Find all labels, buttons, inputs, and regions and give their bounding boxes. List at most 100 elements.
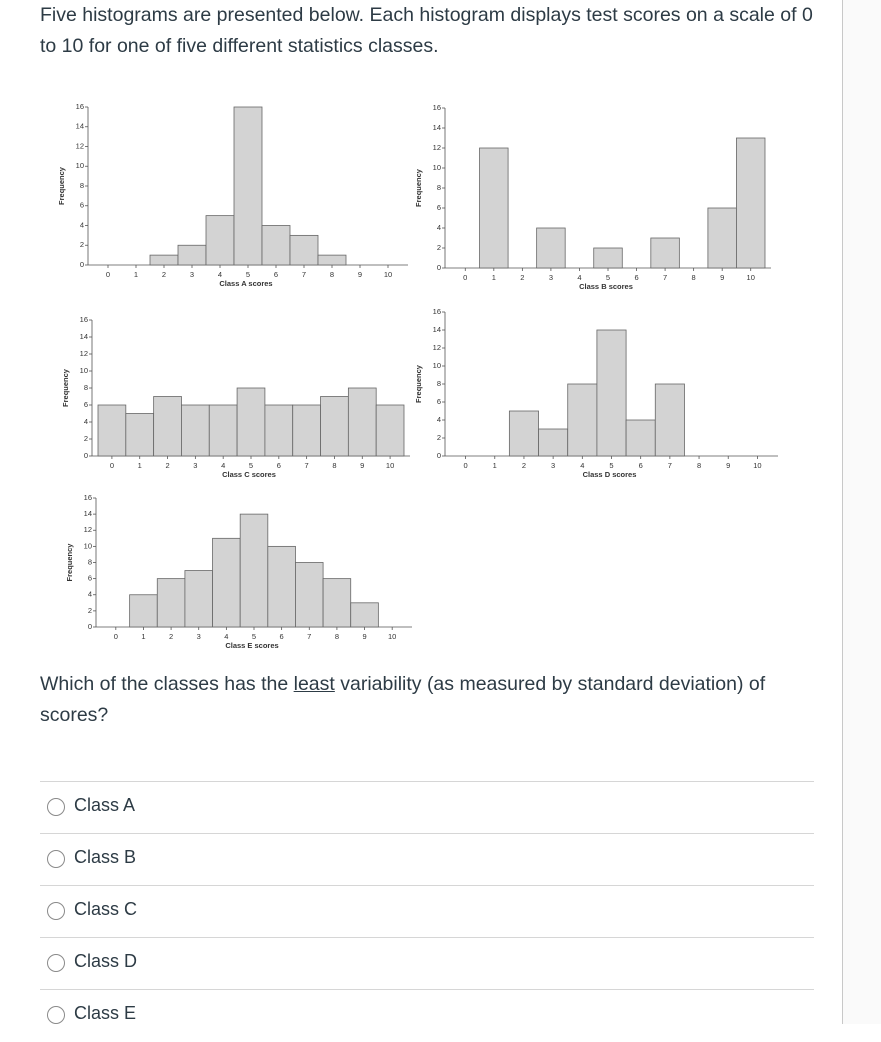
option-label[interactable]: Class E [74,1003,137,1023]
y-tick-label: 0 [437,451,441,460]
option-label[interactable]: Class A [74,795,136,815]
x-tick-label: 3 [549,273,553,282]
radio-button[interactable] [47,954,65,972]
histogram-bar [593,247,623,269]
x-tick-label: 7 [663,273,667,282]
x-tick-label: 7 [302,270,306,279]
radio-button[interactable] [47,902,65,920]
x-axis-label: Class C scores [222,470,276,479]
x-tick-label: 10 [386,461,394,470]
radio-button[interactable] [47,1006,65,1024]
answer-option[interactable]: Class D [40,937,814,990]
y-tick-label: 8 [80,181,84,190]
y-tick-label: 0 [88,622,92,631]
y-tick-label: 16 [80,315,88,324]
histogram-bar [97,404,127,457]
x-tick-label: 0 [106,270,110,279]
x-tick-label: 6 [634,273,638,282]
x-tick-label: 3 [190,270,194,279]
histogram-bar [149,254,179,266]
y-tick-label: 16 [433,103,441,112]
x-axis-label: Class A scores [219,279,272,288]
x-tick-label: 9 [358,270,362,279]
histogram-bar [736,137,766,269]
histogram-bar [261,225,291,266]
radio-button[interactable] [47,850,65,868]
radio-button[interactable] [47,798,65,816]
x-tick-label: 8 [697,461,701,470]
x-tick-label: 7 [307,632,311,641]
x-tick-label: 2 [169,632,173,641]
x-tick-label: 7 [305,461,309,470]
x-tick-label: 9 [360,461,364,470]
x-tick-label: 5 [252,632,256,641]
histogram-bar [322,578,352,628]
y-tick-label: 14 [80,332,88,341]
y-tick-label: 4 [437,223,441,232]
histogram-bar [508,410,539,457]
y-axis-label: Frequency [61,368,70,407]
x-tick-label: 3 [197,632,201,641]
y-tick-label: 8 [88,557,92,566]
y-axis-label: Frequency [65,543,74,582]
x-tick-label: 1 [138,461,142,470]
histogram-bar [567,383,598,457]
histogram-bar [236,387,266,457]
x-tick-label: 0 [114,632,118,641]
histogram-bar [375,404,405,457]
question-text: variability (as measured by standard dev… [40,673,766,726]
y-tick-label: 2 [437,243,441,252]
y-axis-label: Frequency [57,166,66,205]
option-label[interactable]: Class B [74,847,137,867]
answer-option[interactable]: Class C [40,885,814,938]
x-tick-label: 4 [577,273,581,282]
x-tick-label: 0 [463,273,467,282]
y-tick-label: 10 [80,366,88,375]
intro-text: Five histograms are presented below. Eac… [40,4,813,57]
x-tick-label: 2 [162,270,166,279]
scrollbar [843,0,881,1024]
y-axis-label: Frequency [414,364,423,403]
y-tick-label: 12 [84,525,92,534]
x-tick-label: 0 [464,461,468,470]
option-label[interactable]: Class D [74,951,138,971]
answer-option[interactable]: Class A [40,781,814,834]
x-tick-label: 10 [384,270,392,279]
x-tick-label: 8 [330,270,334,279]
y-tick-label: 0 [80,260,84,269]
y-tick-label: 10 [433,163,441,172]
x-tick-label: 1 [141,632,145,641]
option-label[interactable]: Class C [74,899,138,919]
y-axis-label: Frequency [414,168,423,207]
histogram-bar [208,404,238,457]
y-tick-label: 6 [88,574,92,583]
y-tick-label: 12 [433,343,441,352]
y-tick-label: 12 [80,349,88,358]
histogram-bar [267,545,296,628]
y-tick-label: 16 [433,307,441,316]
y-tick-label: 14 [84,509,92,518]
x-tick-label: 2 [520,273,524,282]
x-tick-label: 4 [580,461,584,470]
x-tick-label: 5 [249,461,253,470]
y-tick-label: 14 [76,122,84,131]
x-tick-label: 7 [668,461,672,470]
x-tick-label: 6 [277,461,281,470]
answer-option[interactable]: Class E [40,989,814,1042]
x-tick-label: 9 [362,632,366,641]
y-tick-label: 8 [437,379,441,388]
y-tick-label: 0 [84,451,88,460]
x-axis-label: Class E scores [225,641,278,650]
histogram-bar [292,404,321,457]
answer-option[interactable]: Class B [40,833,814,886]
y-tick-label: 16 [84,493,92,502]
x-tick-label: 10 [388,632,396,641]
histogram-bar [295,562,324,628]
y-tick-label: 2 [88,606,92,615]
y-tick-label: 2 [437,433,441,442]
y-tick-label: 4 [84,417,88,426]
x-tick-label: 1 [492,273,496,282]
histogram-bar [177,244,207,266]
y-tick-label: 8 [84,383,88,392]
